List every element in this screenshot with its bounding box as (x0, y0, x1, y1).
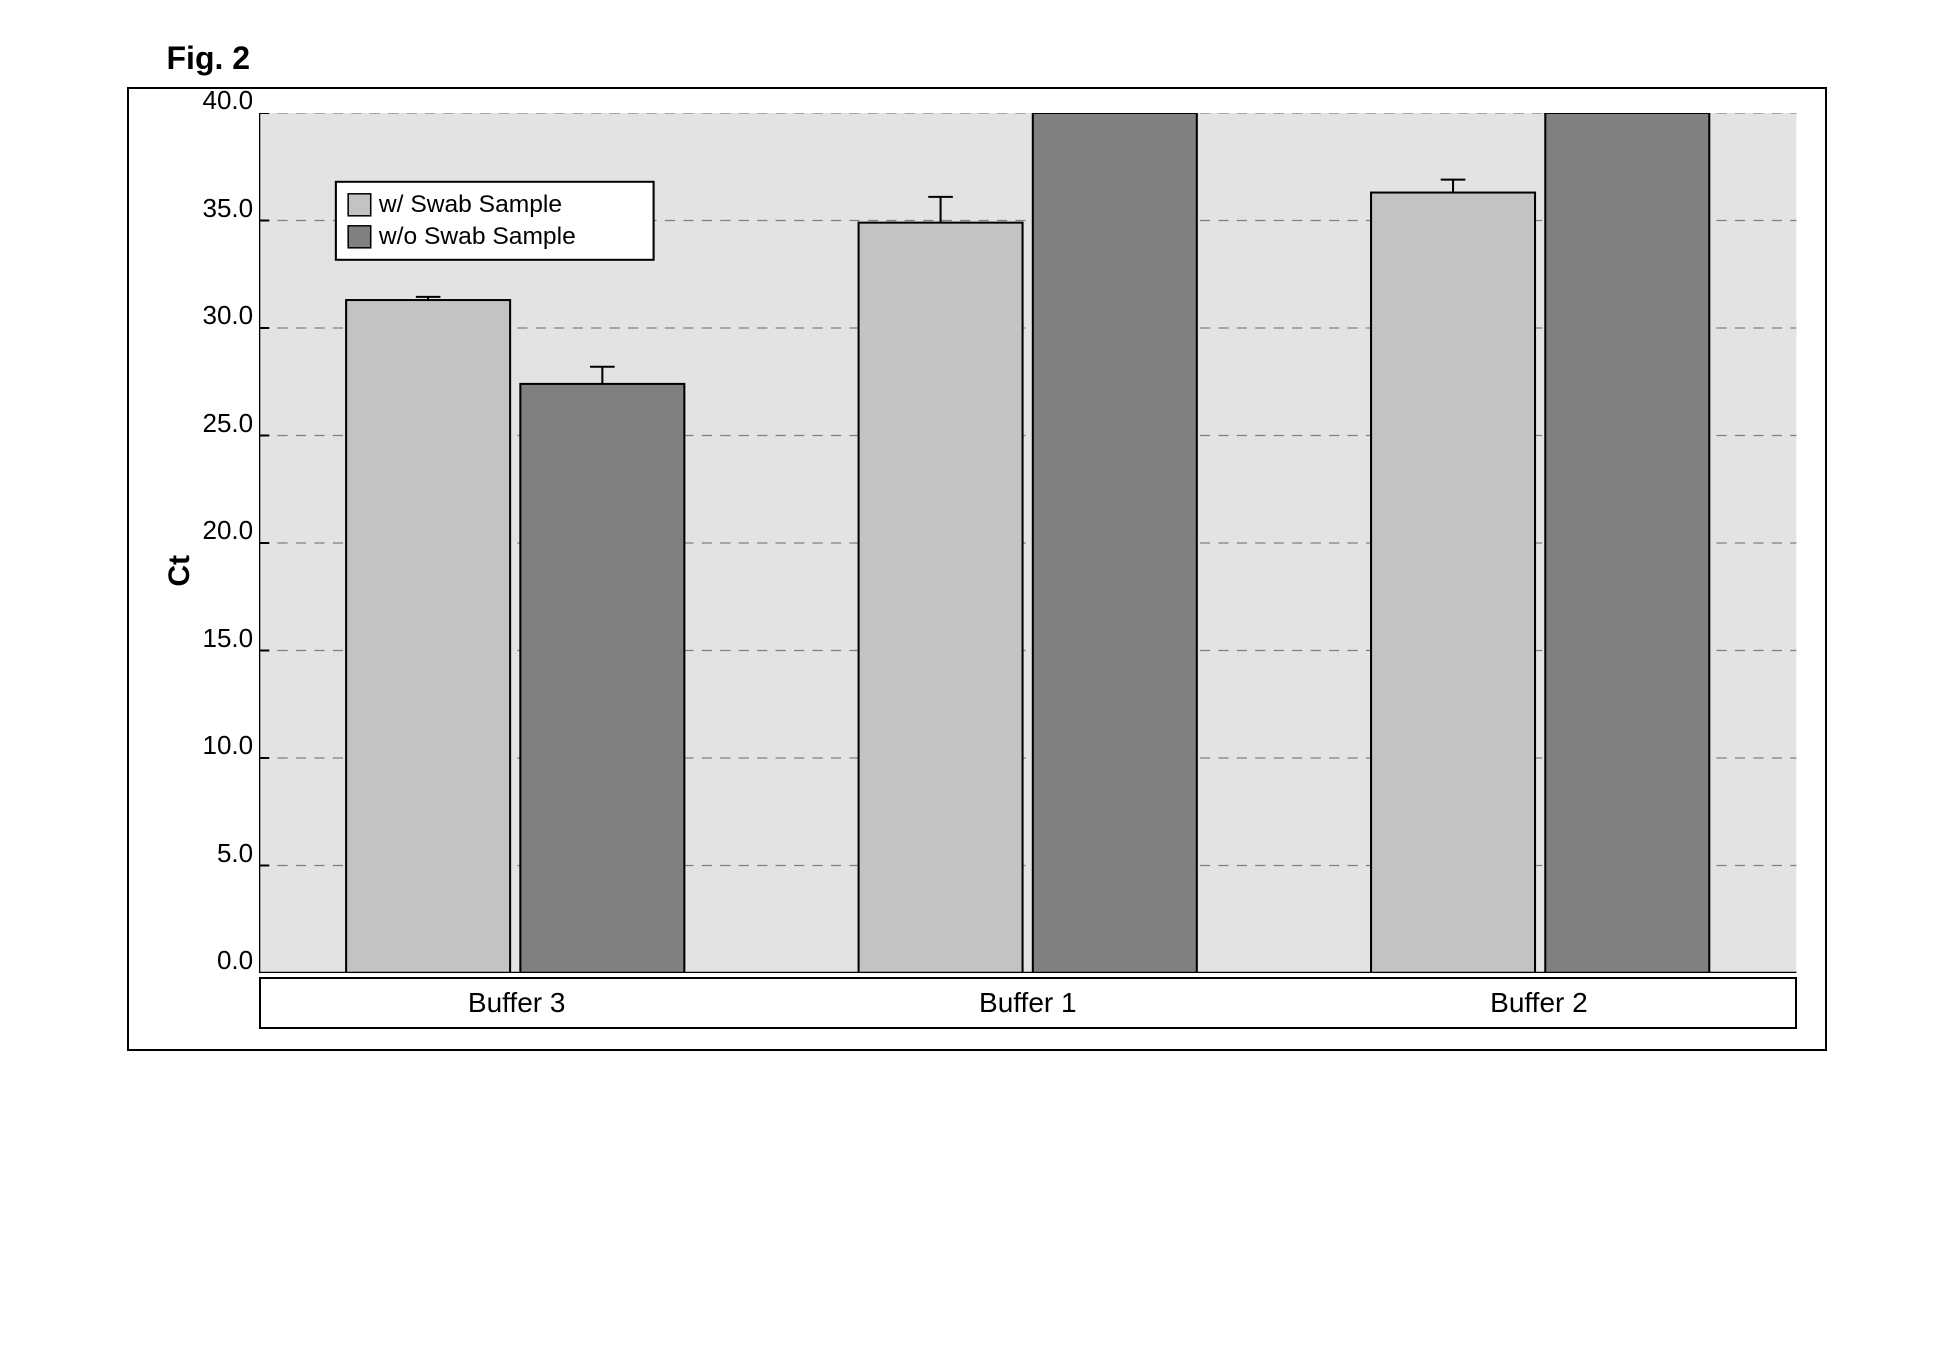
y-axis-label: Ct (157, 555, 203, 587)
bar-series2 (520, 384, 684, 973)
x-axis-categories-box: Buffer 3 Buffer 1 Buffer 2 (259, 977, 1796, 1029)
bar-series1 (1371, 193, 1535, 973)
bar-series2 (1033, 113, 1197, 973)
legend-label-2: w/o Swab Sample (378, 223, 576, 250)
bar-series1 (346, 300, 510, 973)
x-category-2: Buffer 1 (772, 987, 1283, 1019)
plot-column: w/ Swab Sample w/o Swab Sample Buffer 3 B… (259, 113, 1796, 1029)
plot-area: w/ Swab Sample w/o Swab Sample (259, 113, 1796, 973)
y-axis-ticks: 40.035.030.025.020.015.010.05.00.0 (203, 113, 260, 973)
chart-outer-frame: Ct 40.035.030.025.020.015.010.05.00.0 w/… (127, 87, 1827, 1051)
chart-row: Ct 40.035.030.025.020.015.010.05.00.0 w/… (157, 113, 1797, 1029)
figure: Fig. 2 Ct 40.035.030.025.020.015.010.05.… (127, 40, 1827, 1051)
x-category-3: Buffer 2 (1283, 987, 1794, 1019)
bar-series2 (1545, 113, 1709, 973)
legend-label-1: w/ Swab Sample (378, 191, 562, 218)
legend: w/ Swab Sample w/o Swab Sample (336, 182, 654, 260)
figure-title: Fig. 2 (167, 40, 1827, 77)
x-category-1: Buffer 3 (261, 987, 772, 1019)
bar-series1 (859, 223, 1023, 973)
